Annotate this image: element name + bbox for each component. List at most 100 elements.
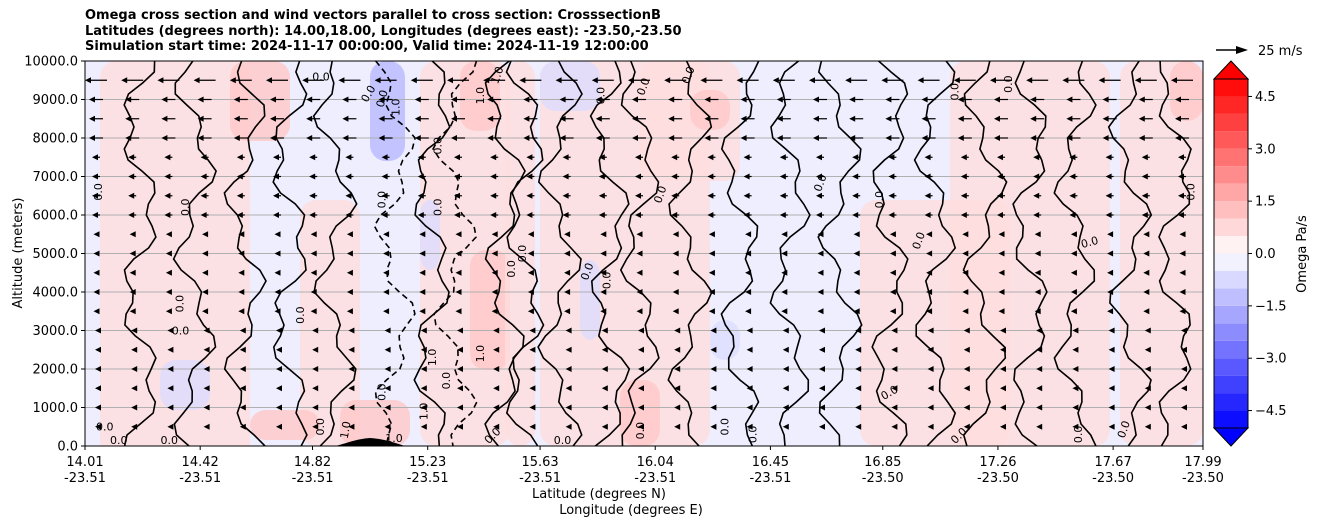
wind-vector-head [917, 77, 924, 84]
wind-vector-head [664, 77, 671, 84]
wind-vector-head [197, 115, 204, 122]
wind-vector-head [1062, 77, 1069, 84]
wind-vector-head [233, 115, 240, 122]
wind-vector-head [89, 96, 95, 103]
wind-vector-head [312, 423, 319, 430]
wind-vector-head [962, 250, 969, 257]
wind-vector-head [963, 404, 970, 411]
wind-vector-head [417, 212, 424, 218]
wind-vector-head [998, 269, 1005, 276]
wind-vector-head [89, 135, 95, 141]
contour-label: 0.0 [172, 324, 190, 337]
wind-vector-head [493, 404, 500, 411]
y-tick-label: 6000.0 [33, 209, 79, 224]
contour-label: 0.0 [595, 87, 608, 105]
wind-vector-head [348, 327, 355, 334]
wind-vector-head [1105, 192, 1112, 199]
contour-label: 1.0 [338, 420, 354, 439]
wind-vector-head [704, 135, 711, 141]
wind-vector-head [885, 96, 892, 103]
wind-vector-head [1108, 385, 1115, 392]
wind-vector-head [746, 423, 753, 430]
wind-vector-head [852, 154, 859, 161]
x-tick-label-latitude: 17.26 [979, 455, 1016, 470]
wind-vector-head [1033, 192, 1040, 199]
wind-vector-head [674, 423, 681, 430]
y-tick-label: 5000.0 [33, 247, 79, 262]
wind-vector-head [636, 289, 643, 295]
wind-vector-head [202, 308, 209, 315]
wind-vector-head [197, 135, 204, 141]
wind-vector-head [203, 346, 210, 353]
wind-vector-head [564, 308, 571, 315]
wind-vector-head [998, 308, 1005, 315]
y-axis: 0.0 1000.0 2000.0 3000.0 4000.0 5000.0 6000.0 7… [24, 55, 85, 455]
wind-vector-head [1026, 77, 1033, 84]
wind-vector-head [888, 173, 895, 180]
wind-vector-head [455, 250, 462, 257]
wind-vector-head [202, 231, 209, 238]
wind-vector-head [927, 366, 934, 372]
wind-vector-head [346, 308, 353, 315]
wind-vector-head [420, 346, 427, 353]
x-tick-label-longitude: -23.50 [1092, 471, 1134, 486]
wind-vector-head [1181, 346, 1187, 353]
wind-vector-head [1030, 135, 1037, 141]
wind-vector-head [1000, 327, 1006, 334]
wind-vector-head [274, 250, 281, 257]
wind-vector-head [128, 173, 135, 180]
wind-vector-head [1034, 250, 1041, 257]
wind-vector-head [157, 77, 164, 84]
contour-label: 0.0 [110, 434, 128, 447]
contour-label: 0.0 [179, 199, 192, 217]
wind-vector-head [1030, 96, 1037, 103]
wind-vector-head [636, 269, 643, 276]
wind-vector-head [310, 231, 317, 238]
wind-vector-head [306, 115, 313, 122]
wind-vector-head [454, 173, 460, 180]
wind-vector-head [270, 115, 276, 122]
wind-vector-head [817, 289, 824, 295]
wind-vector-head [529, 404, 536, 411]
wind-vector-head [564, 231, 571, 238]
wind-vector-head [381, 212, 388, 218]
wind-vector-head [636, 231, 643, 238]
wind-vector-head [632, 96, 638, 103]
wind-vector-head [674, 346, 681, 353]
y-tick-label: 3000.0 [33, 324, 79, 339]
contour-label: 0.0 [873, 191, 886, 209]
wind-vector-head [635, 212, 641, 218]
wind-vector-head [707, 212, 714, 218]
contour-line [1158, 61, 1192, 446]
contour-label: 0.0 [1185, 183, 1198, 201]
quiver-key-arrow-icon [1236, 46, 1248, 54]
wind-vector-head [165, 231, 172, 238]
wind-vector-head [342, 115, 349, 122]
wind-vector-head [455, 231, 462, 238]
contour-label: 0.0 [634, 422, 647, 440]
wind-vector-head [164, 173, 171, 180]
y-tick-label: 7000.0 [33, 170, 79, 185]
wind-vector-head [927, 327, 934, 334]
wind-vector-head [1107, 289, 1114, 295]
colorbar-band [1214, 340, 1248, 359]
wind-vector-head [346, 231, 353, 238]
wind-vector-head [1108, 327, 1115, 334]
wind-vector-head [601, 423, 608, 430]
wind-vector-head [165, 269, 172, 276]
contour-label: 0.0 [173, 295, 186, 313]
wind-vector-head [131, 366, 138, 372]
wind-vector-head [562, 192, 569, 199]
wind-vector-head [420, 327, 427, 334]
wind-vector-head [89, 115, 95, 122]
wind-vector-head [348, 366, 355, 372]
wind-vector-head [348, 404, 355, 411]
wind-vector-head [809, 77, 815, 84]
wind-vector-head [962, 231, 969, 238]
wind-vector-head [529, 346, 536, 353]
wind-vector-head [487, 135, 494, 141]
contour-label: 1.0 [488, 65, 506, 86]
wind-vector-head [782, 404, 789, 411]
wind-vector-head [270, 96, 276, 103]
